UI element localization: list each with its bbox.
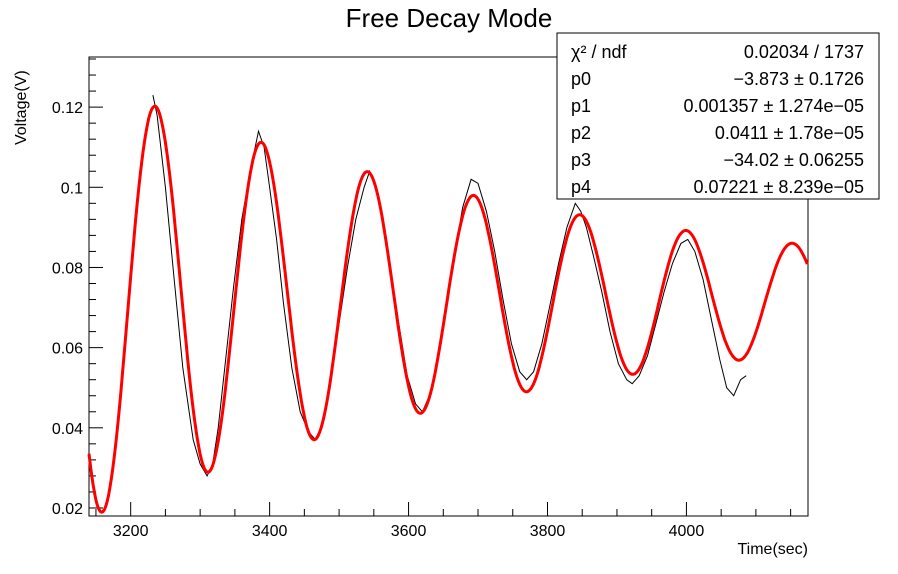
- stats-box: χ² / ndf 0.02034 / 1737 p0 −3.873 ± 0.1726 p…: [556, 32, 880, 200]
- chart-title: Free Decay Mode: [346, 3, 553, 33]
- stats-row-value: 0.001357 ± 1.274e−05: [683, 96, 864, 116]
- plot-area: 3200 3400 3600 3800 4000 0.02 0.04 0.06 0.08 0.1…: [52, 56, 809, 540]
- series-layer: [87, 94, 809, 514]
- x-tick-label: 3400: [252, 523, 288, 540]
- y-tick-label: 0.06: [52, 341, 83, 358]
- fit-curve: [87, 104, 809, 514]
- stats-row-label: p2: [571, 123, 591, 143]
- stats-row-value: −34.02 ± 0.06255: [723, 150, 864, 170]
- x-tick-label: 3200: [113, 523, 149, 540]
- x-tick-label: 4000: [669, 523, 705, 540]
- stats-row-label: p3: [571, 150, 591, 170]
- stats-row-label: p0: [571, 69, 591, 89]
- stats-row-value: −3.873 ± 0.1726: [734, 69, 865, 89]
- y-tick-label: 0.02: [52, 501, 83, 518]
- y-axis-label: Voltage(V): [13, 70, 30, 145]
- stats-row-value: 0.02034 / 1737: [744, 42, 864, 62]
- plot-frame: [88, 56, 809, 517]
- x-axis: 3200 3400 3600 3800 4000: [95, 502, 792, 540]
- stats-row-value: 0.07221 ± 8.239e−05: [693, 177, 864, 197]
- stats-row-label: χ² / ndf: [571, 42, 627, 62]
- y-tick-label: 0.08: [52, 260, 83, 277]
- stats-box-frame: [556, 32, 880, 200]
- x-tick-label: 3600: [391, 523, 427, 540]
- stats-row-label: p1: [571, 96, 591, 116]
- stats-row-label: p4: [571, 177, 591, 197]
- y-axis: 0.02 0.04 0.06 0.08 0.1 0.12: [52, 58, 103, 518]
- x-tick-label: 3800: [530, 523, 566, 540]
- stats-row-value: 0.0411 ± 1.78e−05: [715, 123, 864, 143]
- y-tick-label: 0.12: [52, 100, 83, 117]
- x-axis-label: Time(sec): [737, 541, 808, 558]
- stats-rows: χ² / ndf 0.02034 / 1737 p0 −3.873 ± 0.1726 p…: [571, 42, 864, 197]
- y-tick-label: 0.1: [61, 180, 83, 197]
- y-tick-label: 0.04: [52, 421, 83, 438]
